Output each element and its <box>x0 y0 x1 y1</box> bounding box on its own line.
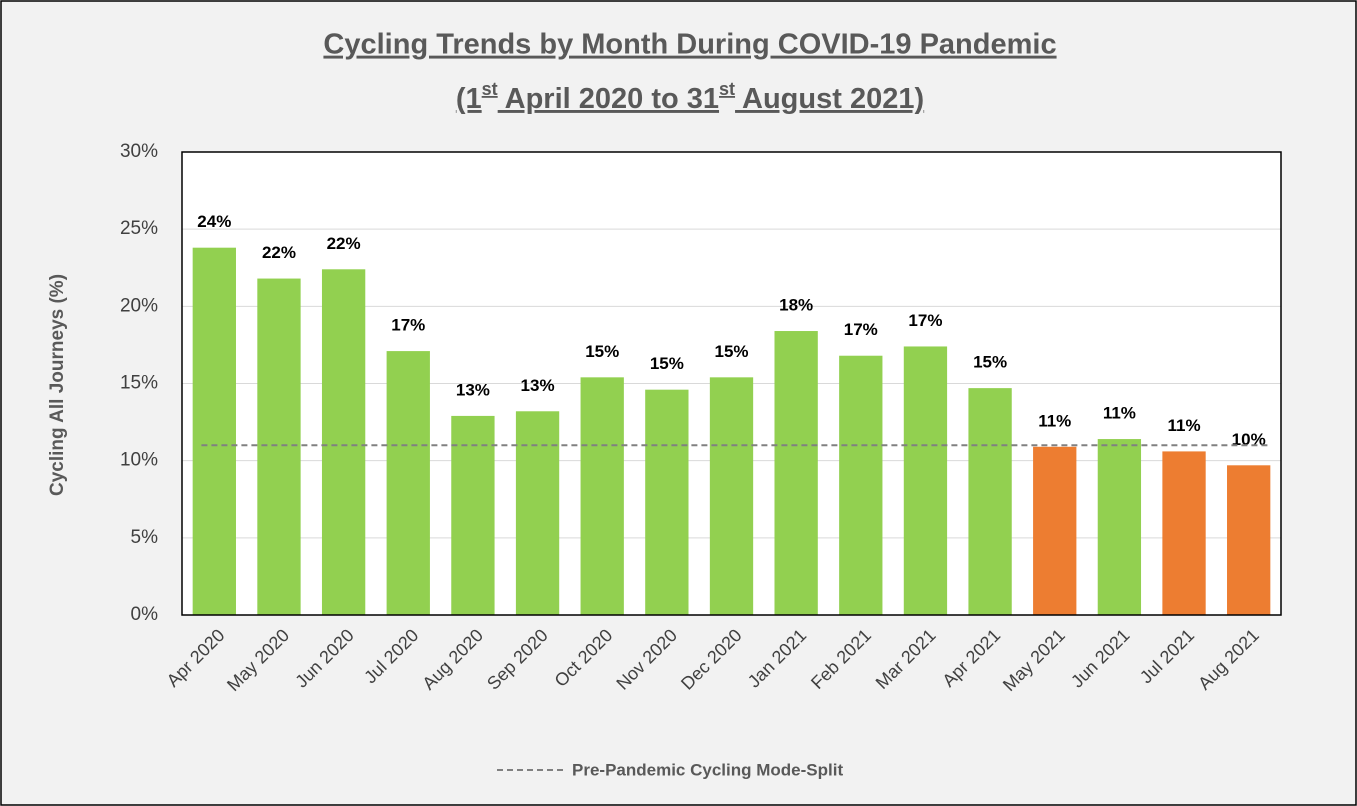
y-tick-label: 20% <box>120 295 158 316</box>
y-tick-label: 5% <box>131 527 159 548</box>
data-label: 11% <box>1167 416 1200 435</box>
subtitle-part: st <box>719 79 735 99</box>
data-label: 22% <box>327 234 361 253</box>
subtitle-part: st <box>482 79 498 99</box>
y-tick-label: 10% <box>120 450 158 471</box>
data-label: 15% <box>585 342 619 361</box>
data-label: 18% <box>779 296 813 315</box>
bar <box>515 411 560 615</box>
y-tick-label: 15% <box>120 373 158 394</box>
bar <box>1097 439 1142 615</box>
chart-title: Cycling Trends by Month During COVID-19 … <box>323 29 1056 61</box>
data-label: 11% <box>1038 411 1071 430</box>
bar <box>1162 451 1206 615</box>
data-label: 17% <box>391 316 425 335</box>
bar <box>1227 465 1271 615</box>
data-label: 17% <box>844 320 878 339</box>
bar <box>774 331 818 615</box>
bar <box>1033 446 1077 615</box>
y-tick-label: 30% <box>120 141 158 162</box>
chart-subtitle: (1st April 2020 to 31st August 2021) <box>456 79 924 115</box>
data-label: 13% <box>521 376 555 395</box>
data-label: 11% <box>1103 404 1136 423</box>
y-tick-label: 25% <box>120 218 158 239</box>
data-label: 13% <box>456 380 490 399</box>
bar <box>709 377 754 615</box>
subtitle-part: April 2020 to 31 <box>498 83 719 115</box>
bar <box>321 269 366 615</box>
subtitle-part: (1 <box>456 83 482 115</box>
bar <box>968 388 1012 615</box>
bar <box>903 346 948 615</box>
data-label: 10% <box>1232 430 1266 449</box>
data-label: 15% <box>650 354 684 373</box>
bar <box>645 389 689 615</box>
y-tick-label: 0% <box>131 604 159 625</box>
bar <box>451 415 495 615</box>
data-label: 15% <box>973 353 1007 372</box>
legend-label: Pre-Pandemic Cycling Mode-Split <box>572 760 843 779</box>
bar <box>839 355 883 615</box>
data-label: 24% <box>197 212 231 231</box>
plot-border <box>181 151 1282 616</box>
subtitle-part: August 2021) <box>735 83 924 115</box>
bar <box>386 351 430 615</box>
data-label: 15% <box>714 342 748 361</box>
y-axis-title: Cycling All Journeys (%) <box>47 274 68 496</box>
bar <box>257 278 301 615</box>
bar <box>192 247 236 616</box>
data-label: 17% <box>908 311 942 330</box>
bar <box>580 377 624 615</box>
data-label: 22% <box>262 243 296 262</box>
